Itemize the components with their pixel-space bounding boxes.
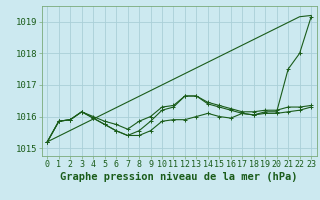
- X-axis label: Graphe pression niveau de la mer (hPa): Graphe pression niveau de la mer (hPa): [60, 172, 298, 182]
